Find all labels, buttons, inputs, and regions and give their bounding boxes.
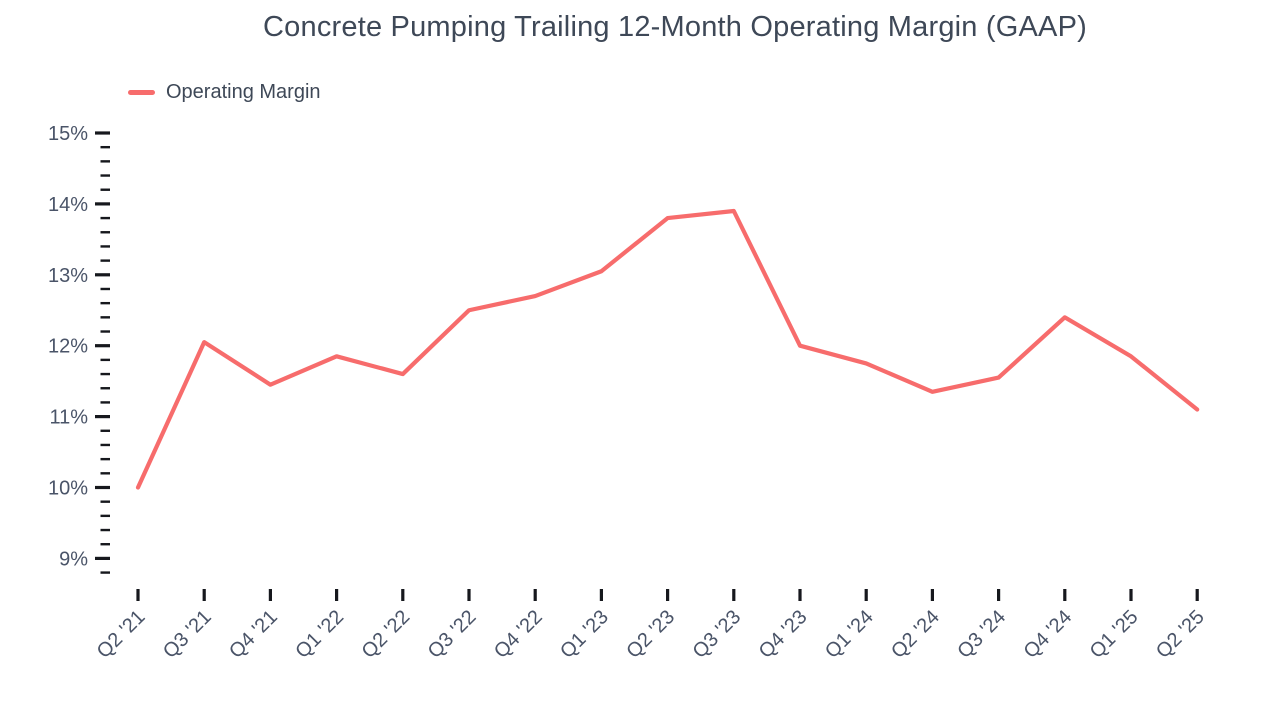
x-axis-label: Q4 '24 [1020,606,1077,663]
x-axis-labels: Q2 '21 Q3 '21 Q4 '21 Q1 '22 Q2 '22 Q3 '22 Q4 '… [93,606,1209,663]
x-axis-label: Q3 '22 [424,606,481,663]
legend-label: Operating Margin [166,81,321,103]
y-axis-label: 10% [48,478,88,500]
x-axis-label: Q3 '24 [953,606,1010,663]
y-axis-label: 9% [59,548,88,570]
y-axis-label: 14% [48,194,88,216]
y-axis-labels: 15% 14% 13% 12% 11% 10% 9% [48,123,88,570]
x-axis-label: Q1 '23 [556,606,613,663]
x-axis-label: Q4 '22 [490,606,547,663]
legend: Operating Margin [128,81,321,104]
x-axis-label: Q2 '23 [622,606,679,663]
legend-line-swatch [128,90,155,95]
x-axis-label: Q3 '23 [689,606,746,663]
x-axis-label: Q1 '24 [821,606,878,663]
x-axis-label: Q4 '23 [755,606,812,663]
x-axis-label: Q2 '22 [358,606,415,663]
x-axis-label: Q1 '25 [1086,606,1143,663]
x-axis-label: Q2 '21 [93,606,150,663]
x-axis-label: Q2 '25 [1152,606,1209,663]
y-axis-label: 11% [49,407,88,429]
x-axis-label: Q1 '22 [291,606,348,663]
y-axis-ticks [95,131,110,574]
x-axis-label: Q4 '21 [225,606,282,663]
x-axis-label: Q3 '21 [159,606,216,663]
chart-title: Concrete Pumping Trailing 12-Month Opera… [263,11,1087,43]
x-axis-ticks [136,589,1199,601]
y-axis-label: 15% [48,123,88,145]
x-axis-label: Q2 '24 [887,606,944,663]
operating-margin-line [135,208,1200,490]
y-axis-label: 13% [48,265,88,287]
series-lines [135,208,1200,490]
y-axis-label: 12% [48,336,88,358]
